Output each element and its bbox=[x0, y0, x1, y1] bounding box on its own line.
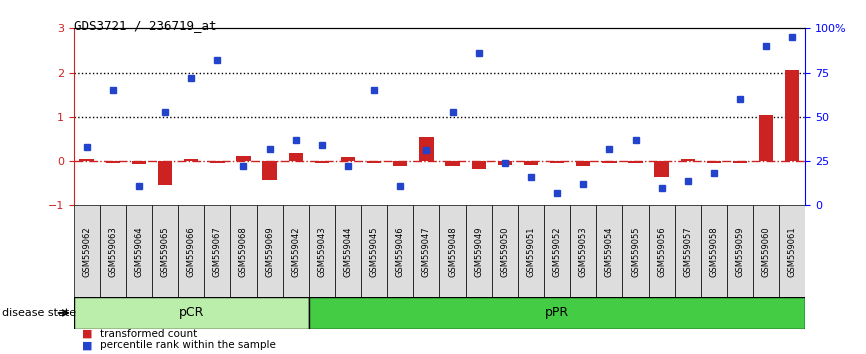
Bar bbox=[393, 161, 408, 166]
Bar bbox=[701, 205, 727, 297]
Bar bbox=[74, 297, 309, 329]
Bar bbox=[204, 205, 230, 297]
Bar bbox=[570, 205, 597, 297]
Bar bbox=[445, 161, 460, 166]
Bar bbox=[158, 161, 172, 185]
Bar bbox=[733, 161, 747, 163]
Text: GSM559067: GSM559067 bbox=[213, 226, 222, 277]
Bar bbox=[282, 205, 309, 297]
Text: percentile rank within the sample: percentile rank within the sample bbox=[100, 341, 275, 350]
Text: GSM559059: GSM559059 bbox=[735, 226, 745, 276]
Bar bbox=[210, 161, 224, 163]
Text: GSM559064: GSM559064 bbox=[134, 226, 144, 277]
Bar bbox=[230, 205, 256, 297]
Text: GSM559053: GSM559053 bbox=[578, 226, 588, 277]
Bar bbox=[759, 115, 773, 161]
Text: GSM559049: GSM559049 bbox=[475, 226, 483, 276]
Text: pPR: pPR bbox=[545, 307, 569, 319]
Bar bbox=[309, 297, 805, 329]
Bar bbox=[518, 205, 544, 297]
Bar bbox=[419, 137, 434, 161]
Bar bbox=[106, 161, 120, 163]
Bar bbox=[335, 205, 361, 297]
Text: GSM559043: GSM559043 bbox=[318, 226, 326, 277]
Text: ■: ■ bbox=[82, 341, 93, 350]
Bar bbox=[152, 205, 178, 297]
Text: disease state: disease state bbox=[2, 308, 76, 318]
Text: GSM559061: GSM559061 bbox=[788, 226, 797, 277]
Text: GSM559052: GSM559052 bbox=[553, 226, 561, 276]
Bar bbox=[262, 161, 277, 179]
Bar bbox=[779, 205, 805, 297]
Text: GSM559063: GSM559063 bbox=[108, 226, 117, 277]
Text: GSM559047: GSM559047 bbox=[422, 226, 431, 277]
Bar bbox=[387, 205, 413, 297]
Text: GSM559054: GSM559054 bbox=[604, 226, 614, 276]
Bar bbox=[361, 205, 387, 297]
Bar bbox=[341, 156, 355, 161]
Text: GSM559045: GSM559045 bbox=[370, 226, 378, 276]
Bar bbox=[367, 161, 381, 163]
Bar bbox=[649, 205, 675, 297]
Text: GSM559042: GSM559042 bbox=[291, 226, 301, 276]
Bar bbox=[544, 205, 570, 297]
Bar bbox=[126, 205, 152, 297]
Bar bbox=[785, 70, 799, 161]
Bar bbox=[471, 161, 486, 169]
Text: GDS3721 / 236719_at: GDS3721 / 236719_at bbox=[74, 19, 216, 33]
Bar bbox=[629, 161, 643, 163]
Bar bbox=[439, 205, 466, 297]
Text: GSM559069: GSM559069 bbox=[265, 226, 275, 277]
Bar bbox=[184, 159, 198, 161]
Bar bbox=[288, 153, 303, 161]
Bar bbox=[707, 161, 721, 163]
Bar bbox=[132, 161, 146, 164]
Text: GSM559065: GSM559065 bbox=[160, 226, 170, 277]
Text: GSM559055: GSM559055 bbox=[631, 226, 640, 276]
Text: GSM559056: GSM559056 bbox=[657, 226, 666, 277]
Text: GSM559046: GSM559046 bbox=[396, 226, 404, 277]
Bar bbox=[576, 161, 591, 166]
Text: ■: ■ bbox=[82, 329, 93, 339]
Text: GSM559062: GSM559062 bbox=[82, 226, 91, 277]
Bar bbox=[309, 205, 335, 297]
Bar bbox=[74, 205, 100, 297]
Bar bbox=[256, 205, 282, 297]
Text: GSM559048: GSM559048 bbox=[448, 226, 457, 277]
Bar bbox=[80, 159, 94, 161]
Bar bbox=[178, 205, 204, 297]
Bar bbox=[314, 161, 329, 163]
Bar bbox=[466, 205, 492, 297]
Bar bbox=[236, 156, 250, 161]
Text: GSM559057: GSM559057 bbox=[683, 226, 692, 277]
Bar bbox=[498, 161, 512, 165]
Bar bbox=[623, 205, 649, 297]
Bar bbox=[100, 205, 126, 297]
Text: pCR: pCR bbox=[178, 307, 204, 319]
Text: GSM559066: GSM559066 bbox=[187, 226, 196, 277]
Bar bbox=[681, 159, 695, 161]
Bar bbox=[655, 161, 669, 177]
Text: GSM559060: GSM559060 bbox=[762, 226, 771, 277]
Text: GSM559058: GSM559058 bbox=[709, 226, 719, 277]
Bar bbox=[727, 205, 753, 297]
Bar bbox=[602, 161, 617, 163]
Bar bbox=[524, 161, 538, 166]
Text: GSM559068: GSM559068 bbox=[239, 226, 248, 277]
Bar bbox=[550, 161, 565, 163]
Bar bbox=[597, 205, 623, 297]
Bar bbox=[413, 205, 439, 297]
Text: GSM559044: GSM559044 bbox=[344, 226, 352, 276]
Bar bbox=[675, 205, 701, 297]
Text: transformed count: transformed count bbox=[100, 329, 197, 339]
Bar bbox=[492, 205, 518, 297]
Text: GSM559050: GSM559050 bbox=[501, 226, 509, 276]
Bar bbox=[753, 205, 779, 297]
Text: GSM559051: GSM559051 bbox=[527, 226, 535, 276]
